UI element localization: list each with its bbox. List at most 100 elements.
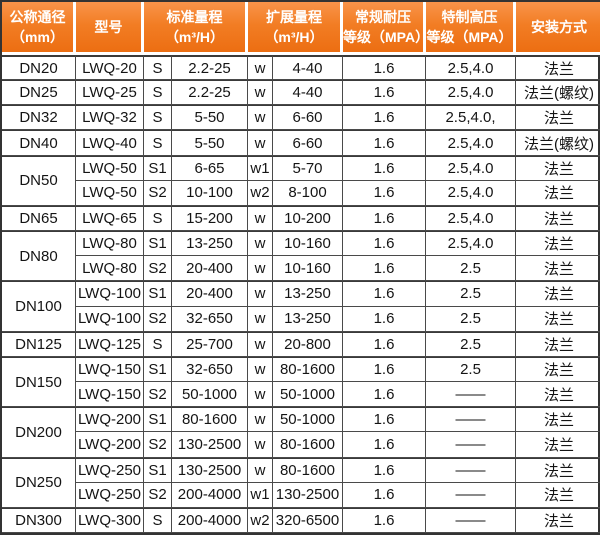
- cell-dn: DN200: [2, 407, 76, 458]
- cell-standard-range: 25-700: [172, 331, 248, 357]
- cell-special-pressure: ——: [426, 457, 516, 483]
- cell-standard-range: 32-650: [172, 356, 248, 383]
- cell-standard-code: S1: [144, 231, 172, 257]
- cell-standard-range: 6-65: [172, 155, 248, 181]
- cell-special-pressure: 2.5,4.0: [426, 180, 516, 206]
- cell-extended-range: 4-40: [273, 80, 343, 106]
- cell-extended-range: 50-1000: [273, 407, 343, 433]
- cell-dn: DN80: [2, 231, 76, 282]
- cell-standard-code: S: [144, 130, 172, 156]
- cell-extended-range: 80-1600: [273, 457, 343, 483]
- cell-install-method: 法兰: [516, 181, 600, 206]
- cell-regular-pressure: 1.6: [343, 80, 426, 106]
- cell-model: LWQ-150: [76, 382, 144, 408]
- cell-standard-range: 130-2500: [172, 432, 248, 458]
- cell-extended-code: w: [248, 331, 273, 357]
- cell-standard-code: S2: [144, 482, 172, 508]
- cell-special-pressure: 2.5,4.0: [426, 55, 516, 81]
- cell-dn: DN300: [2, 507, 76, 533]
- cell-extended-code: w2: [248, 507, 273, 533]
- cell-regular-pressure: 1.6: [343, 306, 426, 332]
- cell-standard-range: 80-1600: [172, 407, 248, 433]
- table-row: DN80 LWQ-80 S1 13-250 w 10-160 1.6 2.5,4.0 法兰: [2, 231, 600, 282]
- cell-special-pressure: 2.5,4.0: [426, 231, 516, 257]
- cell-standard-code: S1: [144, 407, 172, 433]
- cell-standard-code: S: [144, 80, 172, 106]
- col-header-extended-range: 扩展量程 （m³/H）: [248, 2, 343, 55]
- cell-install-method: 法兰: [516, 331, 600, 357]
- cell-regular-pressure: 1.6: [343, 331, 426, 357]
- cell-install-method: 法兰: [516, 256, 600, 282]
- cell-model: LWQ-65: [76, 205, 144, 232]
- cell-extended-code: w: [248, 457, 273, 483]
- table-row: LWQ-50 S2 10-100 w2 8-100 1.6 2.5,4.0 法兰: [2, 180, 600, 206]
- cell-extended-range: 80-1600: [273, 356, 343, 383]
- cell-special-pressure: ——: [426, 407, 516, 433]
- cell-extended-code: w: [248, 432, 273, 458]
- cell-dn: DN65: [2, 205, 76, 232]
- cell-extended-range: 5-70: [273, 155, 343, 181]
- cell-install-method: 法兰: [516, 281, 600, 307]
- cell-regular-pressure: 1.6: [343, 256, 426, 282]
- cell-model: LWQ-32: [76, 105, 144, 131]
- cell-install-method: 法兰: [516, 55, 600, 81]
- cell-extended-code: w: [248, 382, 273, 408]
- table-row: DN32 LWQ-32 S 5-50 w 6-60 1.6 2.5,4.0, 法兰: [2, 105, 600, 131]
- cell-extended-code: w: [248, 205, 273, 232]
- cell-standard-code: S2: [144, 432, 172, 458]
- cell-dn: DN150: [2, 356, 76, 408]
- cell-model: LWQ-200: [76, 432, 144, 458]
- table-header-row: 公称通径 （mm） 型号 标准量程 （m³/H） 扩展量程 （m³/H） 常规耐…: [2, 2, 600, 55]
- cell-model: LWQ-125: [76, 331, 144, 357]
- cell-install-method: 法兰: [516, 432, 600, 458]
- cell-special-pressure: 2.5,4.0: [426, 80, 516, 106]
- cell-extended-code: w: [248, 356, 273, 383]
- cell-dn: DN32: [2, 105, 76, 131]
- cell-standard-range: 50-1000: [172, 382, 248, 408]
- table-row: DN25 LWQ-25 S 2.2-25 w 4-40 1.6 2.5,4.0 法兰(螺纹): [2, 80, 600, 106]
- cell-extended-range: 20-800: [273, 331, 343, 357]
- cell-special-pressure: 2.5: [426, 306, 516, 332]
- cell-model: LWQ-40: [76, 130, 144, 156]
- cell-special-pressure: ——: [426, 507, 516, 533]
- cell-extended-code: w1: [248, 482, 273, 508]
- cell-install-method: 法兰: [516, 483, 600, 508]
- cell-standard-range: 20-400: [172, 281, 248, 307]
- cell-model: LWQ-250: [76, 482, 144, 508]
- cell-dn: DN125: [2, 331, 76, 357]
- table-row: LWQ-80 S2 20-400 w 10-160 1.6 2.5 法兰: [2, 256, 600, 282]
- col-header-install-method: 安装方式: [516, 2, 600, 55]
- table-row: DN100 LWQ-100 S1 20-400 w 13-250 1.6 2.5 法兰: [2, 281, 600, 332]
- cell-standard-code: S2: [144, 256, 172, 282]
- cell-extended-range: 4-40: [273, 55, 343, 81]
- cell-standard-code: S2: [144, 382, 172, 408]
- cell-model: LWQ-80: [76, 256, 144, 282]
- cell-standard-code: S: [144, 205, 172, 232]
- cell-special-pressure: ——: [426, 382, 516, 408]
- cell-install-method: 法兰: [516, 507, 600, 533]
- cell-install-method: 法兰: [516, 307, 600, 332]
- cell-special-pressure: 2.5: [426, 356, 516, 383]
- cell-extended-range: 130-2500: [273, 482, 343, 508]
- cell-regular-pressure: 1.6: [343, 105, 426, 131]
- table-row: LWQ-200 S2 130-2500 w 80-1600 1.6 —— 法兰: [2, 432, 600, 458]
- cell-extended-code: w: [248, 231, 273, 257]
- cell-model: LWQ-100: [76, 281, 144, 307]
- cell-dn: DN250: [2, 457, 76, 508]
- cell-standard-range: 2.2-25: [172, 55, 248, 81]
- cell-regular-pressure: 1.6: [343, 231, 426, 257]
- cell-regular-pressure: 1.6: [343, 130, 426, 156]
- col-header-nominal-diameter: 公称通径 （mm）: [2, 2, 76, 55]
- col-header-standard-range: 标准量程 （m³/H）: [144, 2, 248, 55]
- cell-extended-code: w: [248, 130, 273, 156]
- cell-standard-range: 10-100: [172, 180, 248, 206]
- cell-standard-code: S: [144, 55, 172, 81]
- table-row: LWQ-150 S2 50-1000 w 50-1000 1.6 —— 法兰: [2, 382, 600, 408]
- cell-standard-code: S1: [144, 356, 172, 383]
- cell-regular-pressure: 1.6: [343, 457, 426, 483]
- cell-special-pressure: ——: [426, 482, 516, 508]
- cell-standard-code: S: [144, 507, 172, 533]
- cell-dn: DN40: [2, 130, 76, 156]
- cell-standard-code: S2: [144, 306, 172, 332]
